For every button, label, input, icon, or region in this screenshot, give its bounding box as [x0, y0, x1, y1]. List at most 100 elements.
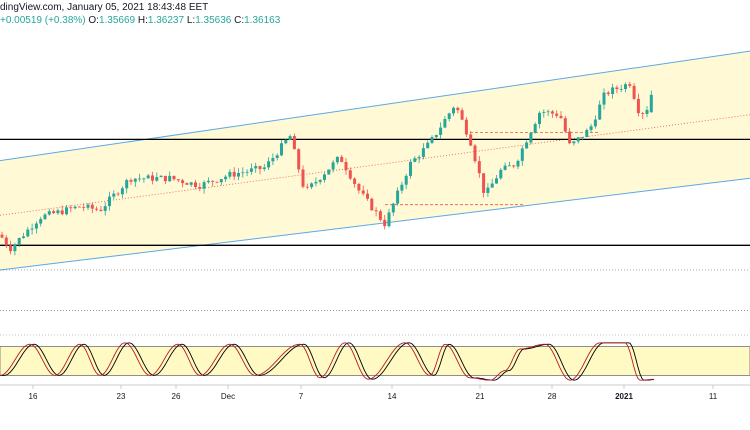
candle-body-7	[30, 228, 34, 230]
candle-body-36	[155, 177, 159, 181]
candle-body-14	[60, 210, 64, 215]
candle-body-100	[430, 137, 434, 143]
candle-body-19	[82, 206, 86, 208]
candle-body-103	[443, 118, 447, 128]
candle-body-78	[335, 156, 339, 163]
candle-body-34	[146, 175, 150, 179]
candle-body-23	[99, 209, 103, 211]
x-tick-label-5: 14	[388, 392, 397, 401]
candle-body-35	[151, 175, 154, 181]
candle-body-90	[387, 212, 391, 227]
candle-body-150	[645, 109, 649, 114]
candle-body-137	[589, 126, 593, 131]
candle-body-96	[413, 158, 417, 162]
candle-body-95	[409, 161, 412, 176]
candle-body-141	[606, 92, 610, 95]
candle-body-61	[262, 167, 266, 170]
candle-body-4	[17, 237, 21, 245]
candle-body-86	[370, 198, 374, 211]
candle-body-77	[331, 162, 335, 170]
candle-body-127	[546, 111, 550, 113]
candle-body-99	[426, 142, 430, 149]
candle-body-39	[168, 175, 172, 182]
candle-body-89	[383, 219, 387, 227]
candle-body-17	[73, 206, 77, 209]
candle-body-30	[129, 180, 133, 182]
x-tick-label-2: 26	[172, 392, 181, 401]
candle-body-94	[404, 175, 408, 185]
candle-body-102	[439, 127, 443, 135]
candle-body-147	[632, 85, 636, 99]
chart-header: dingView.com, January 05, 2021 18:43:48 …	[0, 2, 208, 14]
candle-body-93	[400, 184, 404, 191]
candle-body-130	[559, 115, 563, 119]
candle-body-13	[56, 210, 60, 214]
change-value: +0.00519 (+0.38%)	[0, 15, 86, 26]
candle-body-151	[649, 94, 653, 113]
candle-body-66	[284, 139, 288, 144]
candle-body-131	[563, 118, 567, 132]
candle-body-107	[460, 110, 464, 120]
close-label: C:	[234, 15, 245, 26]
candle-body-5	[22, 236, 25, 238]
candle-body-109	[469, 134, 473, 146]
candle-body-26	[112, 193, 116, 197]
candle-body-101	[434, 134, 438, 138]
stoch-band	[0, 346, 750, 376]
candle-body-112	[482, 173, 486, 193]
candle-body-8	[34, 223, 38, 229]
candle-body-69	[297, 149, 301, 170]
candle-body-128	[550, 111, 554, 114]
candle-body-74	[318, 179, 322, 182]
candle-body-85	[366, 193, 369, 199]
candle-body-138	[593, 119, 597, 127]
candle-body-49	[211, 180, 215, 182]
candle-body-135	[581, 136, 584, 138]
candle-body-9	[39, 219, 43, 224]
candle-body-55	[237, 172, 240, 177]
candle-body-81	[348, 170, 352, 179]
candle-body-98	[421, 148, 425, 158]
candle-body-12	[52, 211, 56, 214]
x-tick-label-0: 16	[29, 392, 38, 401]
candle-body-32	[138, 178, 142, 180]
candle-body-79	[340, 156, 344, 163]
low-label: L:	[186, 15, 196, 26]
close-value: 1.36163	[244, 15, 281, 26]
candle-body-1	[4, 237, 8, 246]
x-tick-label-7: 28	[548, 392, 557, 401]
candle-body-40	[172, 175, 176, 180]
candle-body-91	[391, 203, 395, 213]
channel-median-line	[0, 114, 750, 216]
candle-body-47	[202, 182, 206, 189]
candle-body-43	[185, 183, 189, 185]
candle-body-10	[43, 214, 47, 220]
candle-body-133	[572, 141, 576, 144]
candle-body-132	[568, 131, 572, 144]
candle-body-67	[288, 136, 292, 140]
candle-body-21	[90, 204, 94, 209]
x-tick-label-4: 7	[299, 392, 304, 401]
candle-body-136	[585, 130, 589, 137]
candle-body-119	[512, 165, 516, 167]
candle-body-62	[267, 161, 271, 168]
candle-body-113	[486, 187, 490, 193]
candle-body-129	[555, 113, 559, 116]
candle-body-63	[271, 158, 275, 162]
candle-body-108	[464, 119, 468, 135]
candle-body-115	[495, 178, 498, 184]
candle-body-142	[611, 87, 615, 95]
candle-body-2	[9, 245, 13, 252]
candle-body-41	[176, 179, 180, 181]
candle-body-70	[301, 169, 305, 187]
candle-body-139	[598, 104, 602, 120]
candle-body-31	[133, 178, 137, 182]
candle-body-104	[447, 113, 451, 119]
open-label: O:	[88, 15, 99, 26]
candle-body-76	[327, 169, 331, 175]
candle-body-28	[120, 188, 124, 195]
candle-body-58	[249, 168, 253, 172]
x-tick-label-6: 21	[476, 392, 485, 401]
x-tick-label-8: 2021	[615, 392, 633, 401]
